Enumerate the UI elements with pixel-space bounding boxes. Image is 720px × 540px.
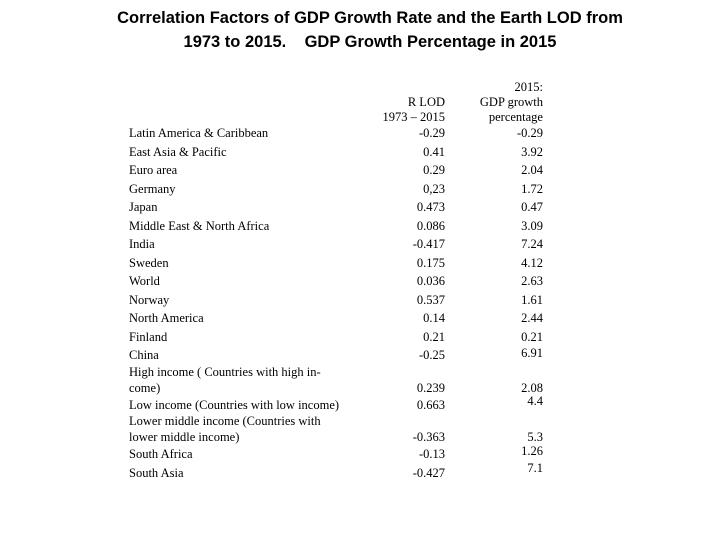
row-label: Sweden: [129, 256, 169, 270]
header-gdp-year: 2015:: [514, 80, 543, 94]
gdp-value: 7.24: [521, 237, 543, 251]
title-line-2: 1973 to 2015. GDP Growth Percentage in 2…: [183, 33, 557, 51]
gdp-value: 0.21: [521, 330, 543, 344]
slide-title: Correlation Factors of GDP Growth Rate a…: [0, 6, 720, 54]
gdp-value: 3.09: [521, 219, 543, 233]
header-gdp-percentage: percentage: [488, 110, 543, 124]
r-lod-value: 0.29: [423, 163, 445, 177]
r-lod-value: 0.175: [416, 256, 445, 270]
r-lod-value: 0.537: [416, 293, 445, 307]
r-lod-value: 0.21: [423, 330, 445, 344]
header-gdp-growth: GDP growth: [479, 95, 543, 109]
gdp-value: 4.12: [521, 256, 543, 270]
row-label: India: [129, 237, 155, 251]
row-label: North America: [129, 311, 204, 325]
gdp-value: 1.26: [521, 444, 543, 458]
header-r-lod-period: 1973 – 2015: [382, 110, 446, 124]
gdp-value: 1.72: [521, 182, 543, 196]
row-label: High income ( Countries with high in-: [129, 365, 321, 379]
gdp-value: 6.91: [521, 346, 543, 360]
gdp-value: 2.08: [521, 381, 543, 395]
row-label: Euro area: [129, 163, 178, 177]
r-lod-value: -0.363: [412, 430, 445, 444]
gdp-value: 2.04: [521, 163, 543, 177]
r-lod-value: -0.25: [418, 348, 445, 362]
r-lod-value: -0.417: [412, 237, 445, 251]
row-label: Lower middle income (Countries with: [129, 414, 321, 428]
gdp-value: -0.29: [516, 126, 543, 140]
row-label: China: [129, 348, 159, 362]
row-label: come): [129, 381, 161, 395]
r-lod-value: 0.473: [416, 200, 445, 214]
r-lod-value: 0.663: [416, 398, 445, 412]
r-lod-value: 0.41: [423, 145, 445, 159]
r-lod-value: 0.036: [416, 274, 445, 288]
row-label: World: [129, 274, 160, 288]
r-lod-value: -0.427: [412, 466, 445, 480]
gdp-value: 4.4: [527, 394, 543, 408]
row-label: Finland: [129, 330, 168, 344]
title-line-1: Correlation Factors of GDP Growth Rate a…: [117, 9, 623, 27]
row-label: Latin America & Caribbean: [129, 126, 269, 140]
row-label: Low income (Countries with low income): [129, 398, 340, 412]
r-lod-value: 0.239: [416, 381, 445, 395]
gdp-value: 0.47: [521, 200, 543, 214]
row-label: Japan: [129, 200, 158, 214]
r-lod-value: -0.13: [418, 447, 445, 461]
gdp-value: 3.92: [521, 145, 543, 159]
r-lod-value: -0.29: [418, 126, 445, 140]
header-r-lod: R LOD: [407, 95, 445, 109]
row-label: lower middle income): [129, 430, 240, 444]
gdp-value: 5.3: [527, 430, 543, 444]
row-label: South Africa: [129, 447, 193, 461]
r-lod-value: 0.086: [416, 219, 445, 233]
gdp-value: 1.61: [521, 293, 543, 307]
gdp-value: 7.1: [527, 461, 543, 475]
row-label: Norway: [129, 293, 170, 307]
row-label: Middle East & North Africa: [129, 219, 270, 233]
gdp-value: 2.44: [521, 311, 543, 325]
r-lod-value: 0,23: [423, 182, 445, 196]
row-label: Germany: [129, 182, 176, 196]
row-label: East Asia & Pacific: [129, 145, 227, 159]
row-label: South Asia: [129, 466, 184, 480]
r-lod-value: 0.14: [423, 311, 445, 325]
gdp-value: 2.63: [521, 274, 543, 288]
